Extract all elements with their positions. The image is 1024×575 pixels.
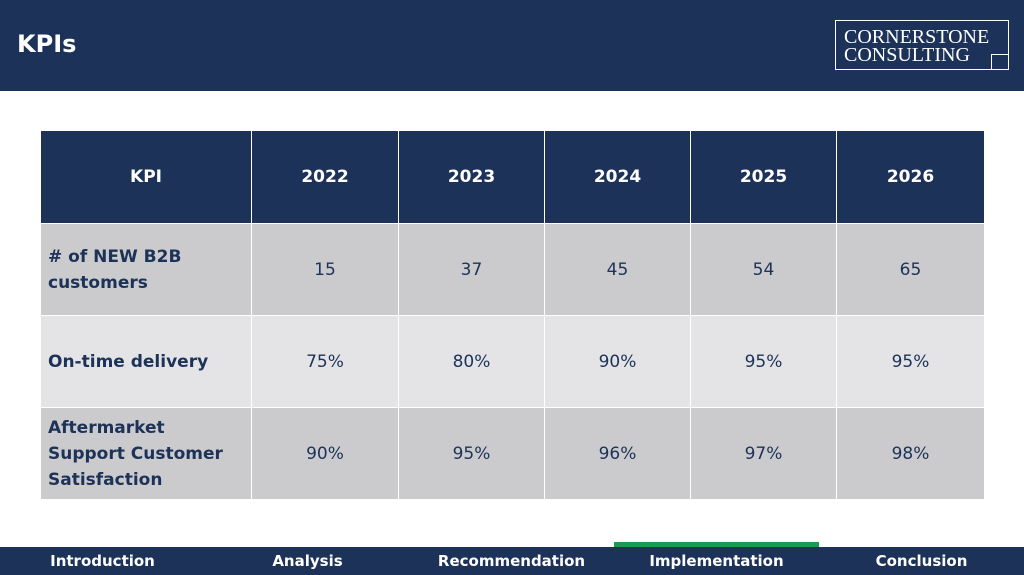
- nav-item-analysis[interactable]: Analysis: [272, 552, 343, 570]
- table-cell: 96%: [544, 407, 691, 500]
- table-cell: 90%: [544, 315, 691, 408]
- logo-line-1: CORNERSTONE: [844, 26, 990, 48]
- table-row: # of NEW B2B customers 15 37 45 54 65: [40, 223, 985, 316]
- header-bar: KPIs CORNERSTONE CONSULTING: [0, 0, 1024, 91]
- table-cell: 95%: [398, 407, 545, 500]
- nav-item-recommendation[interactable]: Recommendation: [437, 552, 586, 570]
- column-header-2025: 2025: [690, 130, 837, 224]
- column-header-2026: 2026: [836, 130, 985, 224]
- nav-item-conclusion[interactable]: Conclusion: [875, 552, 968, 570]
- row-label: Aftermarket Support Customer Satisfactio…: [40, 407, 252, 500]
- row-label: On-time delivery: [40, 315, 252, 408]
- row-label: # of NEW B2B customers: [40, 223, 252, 316]
- table-cell: 95%: [690, 315, 837, 408]
- company-logo: CORNERSTONE CONSULTING: [835, 20, 1009, 70]
- nav-item-introduction[interactable]: Introduction: [50, 552, 155, 570]
- page-title: KPIs: [17, 30, 77, 58]
- table-cell: 45: [544, 223, 691, 316]
- table-cell: 98%: [836, 407, 985, 500]
- table-cell: 15: [251, 223, 399, 316]
- table-header-row: KPI 2022 2023 2024 2025 2026: [40, 130, 985, 224]
- active-section-indicator: [614, 542, 819, 548]
- table-cell: 95%: [836, 315, 985, 408]
- kpi-table: KPI 2022 2023 2024 2025 2026 # of NEW B2…: [40, 130, 985, 500]
- table-row: Aftermarket Support Customer Satisfactio…: [40, 407, 985, 500]
- table-cell: 90%: [251, 407, 399, 500]
- table-cell: 75%: [251, 315, 399, 408]
- table-cell: 65: [836, 223, 985, 316]
- column-header-kpi: KPI: [40, 130, 252, 224]
- table-cell: 54: [690, 223, 837, 316]
- table-cell: 37: [398, 223, 545, 316]
- nav-item-implementation[interactable]: Implementation: [649, 552, 784, 570]
- column-header-2023: 2023: [398, 130, 545, 224]
- logo-line-2: CONSULTING: [844, 44, 970, 66]
- logo-corner-mark: [991, 54, 1008, 69]
- column-header-2022: 2022: [251, 130, 399, 224]
- table-row: On-time delivery 75% 80% 90% 95% 95%: [40, 315, 985, 408]
- section-nav-bar: Introduction Analysis Recommendation Imp…: [0, 547, 1024, 575]
- table-cell: 80%: [398, 315, 545, 408]
- column-header-2024: 2024: [544, 130, 691, 224]
- table-cell: 97%: [690, 407, 837, 500]
